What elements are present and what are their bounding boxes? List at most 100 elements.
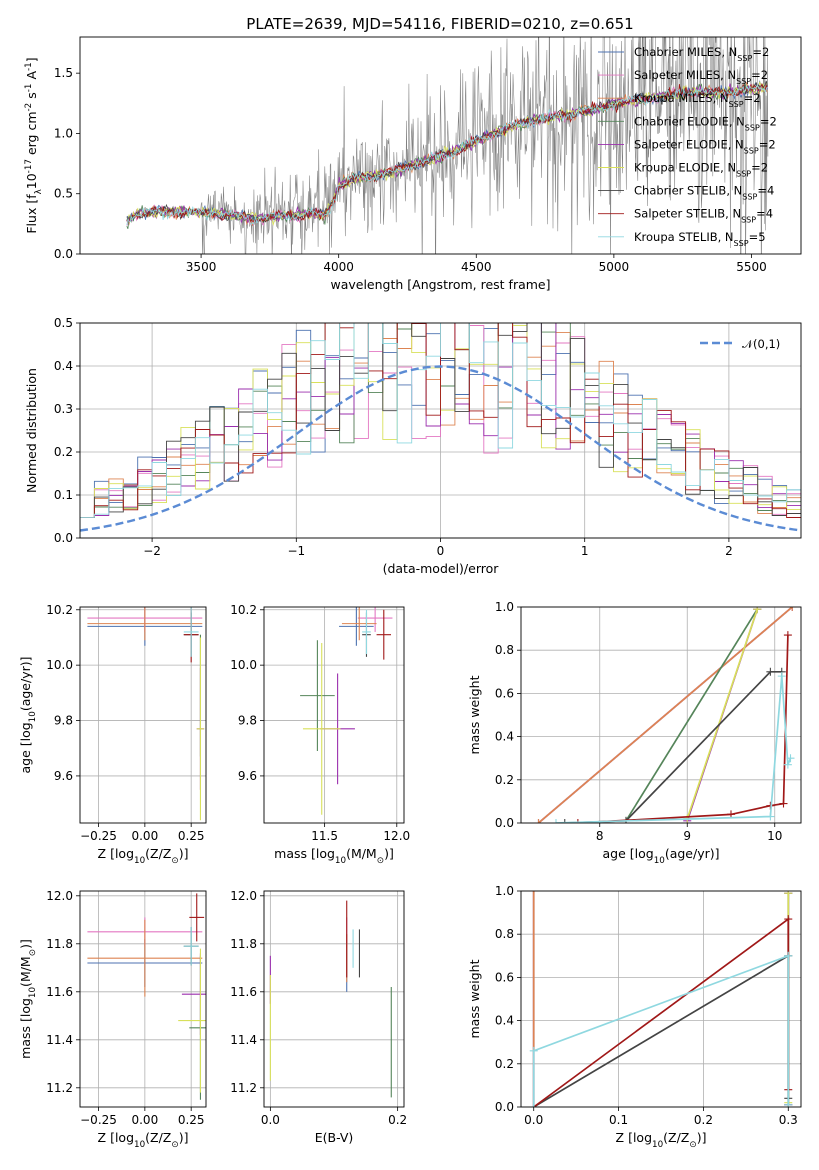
mass-vs-metallicity-ytick-label: 11.6 — [46, 985, 73, 999]
spectrum-model-line-kroupa_stelib — [126, 84, 768, 226]
spectrum-legend-entry: Chabrier STELIB, NSSP​=4 — [634, 184, 774, 202]
spectrum-legend-entry: Kroupa MILES, NSSP​=2 — [634, 91, 761, 109]
residual-histogram-ytick-label: 0.2 — [54, 445, 73, 459]
mass-weight-vs-metallicity-plot-area — [529, 891, 793, 1107]
mass-vs-extinction-ytick-label: 11.8 — [230, 937, 257, 951]
mass-vs-metallicity-errorbar-kroupa_miles — [87, 919, 203, 997]
spectrum-legend-entry: Chabrier MILES, NSSP​=2 — [634, 45, 769, 63]
age-vs-mass-ytick-label: 9.6 — [238, 769, 257, 783]
mass-vs-metallicity-xtick-label: 0.25 — [178, 1113, 205, 1127]
age-vs-mass-errorbar-salpeter_stelib — [376, 609, 392, 660]
spectrum-ytick-label: 1.5 — [54, 66, 73, 80]
mass-weight-vs-metallicity-ytick-label: 0.6 — [495, 970, 514, 984]
spectrum-legend-entry: Salpeter STELIB, NSSP​=4 — [634, 207, 773, 225]
mass-weight-vs-metallicity-ytick-label: 0.4 — [495, 1014, 514, 1028]
spectrum-ylabel: Flux [fλ​10-17​ erg cm-2​ s-1​ A-1​] — [24, 57, 44, 233]
spectrum-model-line-salpeter_elodie — [126, 83, 768, 224]
spectrum-ytick-label: 0.5 — [54, 187, 73, 201]
mass-vs-metallicity-xlabel: Z [log10​(Z/Z⊙​)] — [98, 1130, 189, 1150]
spectrum-xtick-label: 5500 — [736, 260, 767, 274]
age-vs-mass-errorbar-kroupa_miles — [341, 607, 377, 641]
age-vs-mass-errorbar-salpeter_miles — [357, 607, 393, 632]
histogram-series-chabrier_stelib — [80, 323, 801, 538]
mass-weight-vs-metallicity-xtick-label: 0.1 — [609, 1113, 628, 1127]
age-vs-metallicity-ytick-label: 9.8 — [54, 714, 73, 728]
mass-vs-extinction-ytick-label: 12.0 — [230, 889, 257, 903]
mass-weight-vs-age-xtick-label: 9 — [683, 829, 691, 843]
mass-vs-metallicity-ytick-label: 11.4 — [46, 1033, 73, 1047]
mass-vs-metallicity-errorbar-kroupa_elodie — [178, 948, 206, 1093]
age-vs-mass-errorbar-kroupa_elodie — [302, 643, 341, 815]
mass-weight-vs-metallicity-ytick-label: 0.2 — [495, 1057, 514, 1071]
mass-weight-vs-metallicity-ytick-label: 0.8 — [495, 927, 514, 941]
residual-histogram-xtick-label: −1 — [287, 544, 305, 558]
mass-weight-vs-age-series-kroupa_miles — [534, 607, 797, 823]
mass-weight-vs-age-ytick-label: 0.0 — [495, 816, 514, 830]
mass-weight-vs-metallicity-series-kroupa_stelib — [529, 951, 793, 1107]
mass-weight-vs-metallicity-ylabel: mass weight — [467, 959, 482, 1038]
residual-histogram-xlabel: (data-model)/error — [383, 561, 500, 576]
spectrum-axes: 3500 4000 4500 5000 5500 0.0 0.5 1.0 1.5 waveleng… — [24, 36, 802, 292]
residual-histogram-ytick-label: 0.5 — [54, 316, 73, 330]
mass-weight-vs-age-series-kroupa_elodie — [683, 607, 762, 823]
age-vs-mass-ytick-label: 9.8 — [238, 714, 257, 728]
mass-vs-metallicity-ytick-label: 12.0 — [46, 889, 73, 903]
normal-distribution-curve — [80, 365, 801, 532]
spectrum-ytick-label: 1.0 — [54, 126, 73, 140]
mass-vs-extinction-xtick-label: 0.2 — [388, 1113, 407, 1127]
age-vs-metallicity-ytick-label: 9.6 — [54, 769, 73, 783]
spectrum-xlabel: wavelength [Angstrom, rest frame] — [330, 277, 550, 292]
age-vs-metallicity-ylabel: age [log10​(age/yr)] — [18, 656, 38, 773]
age-vs-mass-axes: 11.5 12.0 9.6 9.8 10.0 10.2 mass [log10​(M/M⊙​… — [230, 603, 410, 866]
age-vs-metallicity-errorbar-kroupa_miles — [87, 607, 203, 641]
mass-vs-extinction-xtick-label: 0.0 — [261, 1113, 280, 1127]
mass-vs-metallicity-errorbar-kroupa_stelib — [183, 927, 199, 966]
mass-weight-vs-metallicity-ytick-label: 0.0 — [495, 1100, 514, 1114]
residual-histogram-ytick-label: 0.1 — [54, 488, 73, 502]
mass-vs-extinction-ytick-label: 11.6 — [230, 985, 257, 999]
mass-weight-vs-metallicity-series-salpeter_stelib — [529, 915, 793, 1107]
mass-vs-extinction-frame — [263, 890, 405, 1108]
figure-title: PLATE=2639, MJD=54116, FIBERID=0210, z=0… — [246, 15, 633, 33]
spectrum-model-line-kroupa_elodie — [126, 81, 768, 227]
age-vs-mass-errorbar-kroupa_stelib — [362, 609, 371, 655]
residual-histogram-ylabel: Normed distribution — [24, 368, 39, 493]
residual-histogram-ytick-label: 0.4 — [54, 359, 73, 373]
spectrum-model-line-salpeter_stelib — [126, 82, 768, 223]
spectrum-legend-entry: Chabrier ELODIE, NSSP​=2 — [634, 114, 777, 132]
age-vs-metallicity-errorbar-kroupa_stelib — [183, 607, 199, 657]
histogram-legend-entry: 𝒩(0,1) — [742, 337, 780, 351]
spectrum-frame — [79, 36, 802, 255]
mass-weight-vs-metallicity-series-chabrier_stelib — [529, 951, 793, 1107]
age-vs-metallicity-plot-area — [87, 607, 205, 821]
age-vs-mass-errorbar-chabrier_elodie — [300, 640, 335, 751]
residual-histogram-plot-area — [80, 323, 801, 538]
mass-weight-vs-metallicity-axes: 0.0 0.1 0.2 0.3 0.0 0.2 0.4 0.6 0.8 1.0 Z [log10​(… — [467, 884, 802, 1150]
age-vs-mass-plot-area — [300, 607, 393, 815]
residual-histogram-xtick-label: 1 — [581, 544, 589, 558]
mass-weight-vs-age-frame — [520, 606, 802, 824]
mass-weight-vs-age-xtick-label: 10 — [767, 829, 782, 843]
mass-weight-vs-age-ytick-label: 1.0 — [495, 600, 514, 614]
mass-vs-metallicity-axes: −0.25 0.00 0.25 11.2 11.4 11.6 11.8 12.0 Z [log1… — [18, 889, 207, 1150]
mass-weight-vs-metallicity-ytick-label: 1.0 — [495, 884, 514, 898]
residual-histogram-xtick-label: 0 — [437, 544, 445, 558]
mass-weight-vs-age-xlabel: age [log10​(age/yr)] — [602, 846, 719, 866]
spectrum-legend-entry: Kroupa ELODIE, NSSP​=2 — [634, 161, 768, 179]
age-vs-metallicity-frame — [79, 606, 207, 824]
mass-vs-metallicity-errorbar-salpeter_stelib — [189, 893, 205, 942]
spectrum-xtick-label: 3500 — [186, 260, 217, 274]
mass-vs-extinction-plot-area — [269, 900, 392, 1098]
mass-weight-vs-age-ytick-label: 0.4 — [495, 730, 514, 744]
mass-vs-metallicity-frame — [79, 890, 207, 1108]
age-vs-mass-errorbar-chabrier_miles — [339, 607, 374, 646]
mass-vs-metallicity-xtick-label: −0.25 — [80, 1113, 117, 1127]
mass-weight-vs-metallicity-xtick-label: 0.2 — [694, 1113, 713, 1127]
mass-weight-vs-metallicity-xtick-label: 0.3 — [779, 1113, 798, 1127]
spectrum-xtick-label: 5000 — [599, 260, 630, 274]
histogram-series-salpeter_stelib — [80, 323, 801, 538]
spectrum-xtick-label: 4000 — [323, 260, 354, 274]
spectrum-legend-entry: Salpeter MILES, NSSP​=2 — [634, 68, 768, 86]
spectrum-legend-entry: Kroupa STELIB, NSSP​=5 — [634, 230, 766, 248]
mass-vs-metallicity-xtick-label: 0.00 — [131, 1113, 158, 1127]
